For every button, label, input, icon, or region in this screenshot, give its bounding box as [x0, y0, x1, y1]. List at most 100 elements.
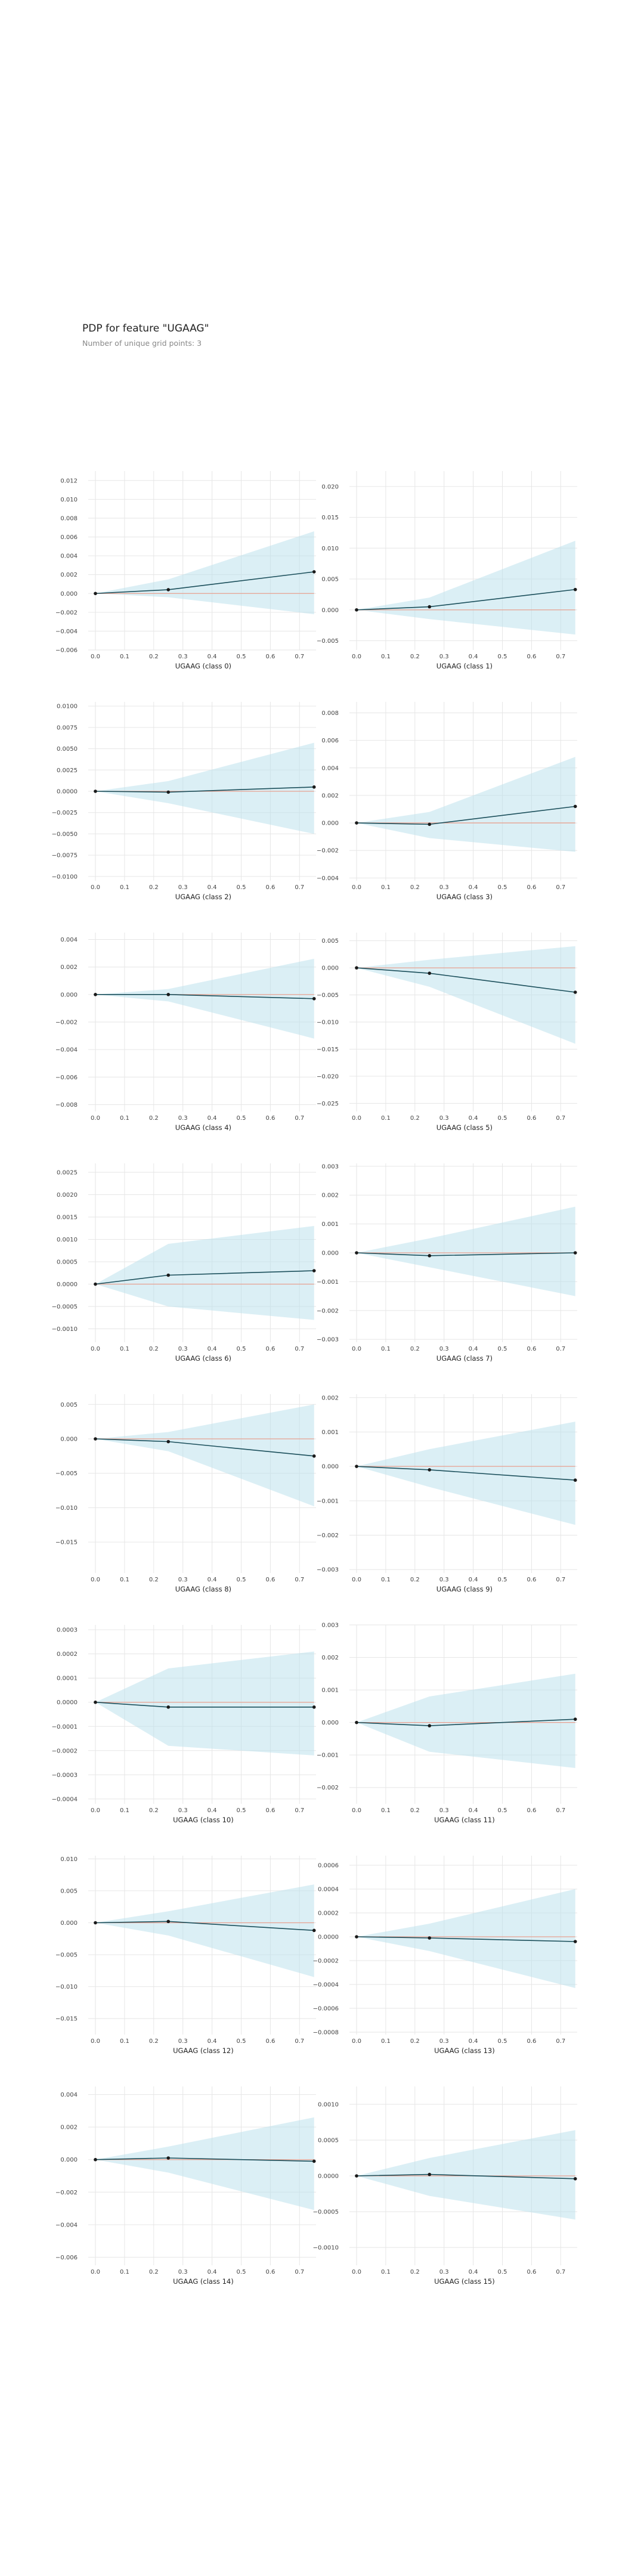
pdp-point [166, 790, 171, 794]
y-tick-label: 0.010 [60, 497, 78, 503]
figure-subtitle: Number of unique grid points: 3 [82, 339, 202, 348]
x-tick-label: 0.7 [295, 1577, 304, 1583]
x-tick-label: 0.4 [208, 2269, 217, 2275]
y-tick-label: 0.0001 [57, 1676, 78, 1682]
x-tick-label: 0.4 [469, 2269, 478, 2275]
y-tick-label: −0.006 [55, 648, 78, 654]
pdp-point [573, 990, 577, 994]
x-tick-label: 0.3 [178, 2269, 188, 2275]
y-tick-label: −0.008 [55, 1102, 78, 1109]
y-tick-label: −0.010 [55, 1984, 78, 1990]
y-tick-label: −0.015 [55, 2016, 78, 2023]
pdp-point [428, 822, 432, 826]
pdp-point [94, 1437, 97, 1441]
x-axis-label: UGAAG (class 12) [173, 2046, 234, 2055]
pdp-point [166, 2156, 171, 2160]
y-tick-label: 0.012 [60, 478, 78, 484]
y-tick-label: 0.000 [60, 1920, 78, 1927]
confidence-band [95, 1651, 314, 1755]
pdp-subplot-class-1: 0.0 0.1 0.2 0.3 0.4 0.5 0.6 0.7 −0.005 0.000 0.005… [317, 471, 577, 670]
y-tick-label: 0.0050 [57, 746, 78, 753]
y-tick-label: 0.001 [321, 1221, 339, 1228]
y-tick-label: −0.0004 [52, 1796, 78, 1803]
y-tick-label: 0.002 [321, 792, 339, 799]
y-tick-label: 0.004 [321, 765, 339, 772]
pdp-point [166, 1705, 171, 1709]
y-tick-label: 0.002 [60, 964, 78, 971]
pdp-point [94, 789, 97, 793]
x-tick-label: 0.2 [410, 2269, 420, 2275]
y-tick-label: 0.000 [60, 1436, 78, 1443]
y-tick-label: 0.0005 [318, 2138, 339, 2144]
y-tick-label: 0.0000 [57, 789, 78, 795]
x-tick-label: 0.7 [556, 1577, 565, 1583]
x-tick-label: 0.7 [295, 884, 304, 891]
x-axis-label: UGAAG (class 7) [436, 1354, 493, 1363]
y-tick-label: −0.0100 [52, 874, 78, 880]
y-tick-label: 0.002 [321, 1193, 339, 1199]
x-tick-label: 0.2 [149, 1807, 159, 1814]
x-tick-label: 0.5 [237, 1346, 246, 1352]
y-tick-label: −0.004 [55, 2222, 78, 2228]
x-tick-label: 0.5 [498, 1115, 507, 1122]
y-tick-label: −0.001 [317, 1498, 339, 1504]
x-tick-label: 0.5 [498, 884, 507, 891]
y-tick-label: 0.0010 [318, 2102, 339, 2109]
x-tick-label: 0.2 [149, 2038, 159, 2045]
x-tick-label: 0.0 [91, 2038, 100, 2045]
x-tick-label: 0.6 [527, 2269, 536, 2275]
pdp-point [573, 1940, 577, 1943]
x-axis-label: UGAAG (class 6) [175, 1354, 231, 1363]
y-tick-label: 0.000 [321, 1720, 339, 1726]
x-tick-label: 0.7 [295, 654, 304, 660]
pdp-point [573, 2177, 577, 2181]
x-axis-label: UGAAG (class 4) [175, 1123, 231, 1132]
x-tick-label: 0.1 [120, 2269, 129, 2275]
pdp-point [312, 996, 316, 1001]
x-axis-label: UGAAG (class 10) [173, 1816, 234, 1824]
x-tick-label: 0.3 [178, 1115, 188, 1122]
pdp-point [94, 2157, 97, 2162]
pdp-point [573, 804, 577, 809]
x-tick-label: 0.6 [527, 884, 536, 891]
confidence-band [95, 958, 314, 1039]
y-tick-label: 0.000 [321, 1464, 339, 1470]
y-tick-label: 0.0010 [57, 1237, 78, 1243]
pdp-point [573, 1251, 577, 1255]
x-tick-label: 0.0 [91, 654, 100, 660]
x-tick-label: 0.0 [352, 1807, 361, 1814]
x-tick-label: 0.2 [149, 2269, 159, 2275]
x-tick-label: 0.7 [556, 1346, 565, 1352]
y-tick-label: 0.001 [321, 1429, 339, 1436]
x-tick-label: 0.1 [120, 1346, 129, 1352]
pdp-subplot-class-0: 0.0 0.1 0.2 0.3 0.4 0.5 0.6 0.7 −0.006 −0.004 −0.0… [55, 471, 316, 670]
y-tick-label: −0.0005 [313, 2209, 339, 2216]
x-tick-label: 0.6 [265, 2038, 275, 2045]
y-tick-label: 0.002 [321, 1395, 339, 1401]
x-axis-label: UGAAG (class 15) [434, 2277, 495, 2286]
y-tick-label: −0.001 [317, 1753, 339, 1759]
x-tick-label: 0.7 [295, 2038, 304, 2045]
x-tick-label: 0.0 [352, 1115, 361, 1122]
y-tick-label: 0.000 [60, 992, 78, 998]
x-tick-label: 0.7 [556, 1115, 565, 1122]
confidence-band [357, 946, 575, 1044]
x-tick-label: 0.0 [352, 1577, 361, 1583]
y-tick-label: −0.020 [317, 1073, 339, 1080]
x-axis-label: UGAAG (class 0) [175, 662, 231, 670]
pdp-point [355, 1720, 358, 1724]
y-tick-label: 0.0020 [57, 1192, 78, 1199]
x-tick-label: 0.1 [120, 1577, 129, 1583]
pdp-point [166, 1273, 171, 1277]
y-tick-label: −0.003 [317, 1567, 339, 1574]
x-tick-label: 0.3 [178, 1346, 188, 1352]
x-tick-label: 0.3 [439, 1807, 449, 1814]
y-tick-label: −0.004 [317, 875, 339, 882]
y-tick-label: 0.008 [60, 515, 78, 522]
y-tick-label: −0.005 [317, 992, 339, 999]
y-tick-label: 0.0025 [57, 767, 78, 774]
x-tick-label: 0.3 [178, 1807, 188, 1814]
x-tick-label: 0.1 [120, 1807, 129, 1814]
y-tick-label: 0.0100 [57, 704, 78, 710]
